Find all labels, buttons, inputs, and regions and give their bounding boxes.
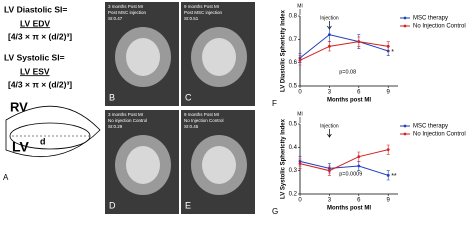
point [328,44,331,48]
series-line [299,149,389,172]
image-caption: 9 months Post MI [184,112,219,117]
injection-label: Injection [320,15,339,21]
panel-letter: G [272,207,278,216]
d-label: d [40,136,46,146]
legend-marker [403,124,407,128]
point [298,162,302,166]
p-value: p=0.08 [339,69,356,75]
rv-label: RV [10,99,28,114]
x-tick-label: 9 [387,90,391,96]
charts: 0.5 0.6 0.7 0.8 0 3 6 9 Months post MI LV Diastol… [272,3,466,216]
systolic-label: LV Systolic SI= [4,52,65,62]
series-line [299,41,389,61]
series-line [299,160,389,176]
y-tick-label: 0.8 [289,14,298,20]
point [298,58,302,62]
lv-label: LV [12,139,30,155]
significance: ** [391,173,397,180]
legend-label: MSC therapy [413,124,448,130]
point [386,148,390,152]
diastolic-label: LV Diastolic SI= [4,4,67,14]
image-caption: 3 months Post MI [108,112,143,117]
point [357,40,361,44]
panel-letter: F [272,99,277,108]
point [328,33,331,37]
image-caption: Post MSC injection [184,10,223,15]
image-caption: Post MSC injection [108,10,147,15]
point [386,44,390,48]
y-tick-label: 0.5 [289,84,298,90]
injection-arrow [327,129,332,139]
y-axis-label: LV Systolic Sphericity Index [281,118,287,199]
image-si: SI:0.29 [108,124,123,129]
systolic-num: LV ESV [20,66,50,76]
image-letter: E [185,200,191,210]
point [328,169,331,173]
figure: LV Diastolic SI= LV EDV [4/3 × π × (d/2)… [3,2,466,216]
x-axis-label: Months post MI [327,206,371,212]
image-letter: C [185,92,192,102]
legend-label: MSC therapy [413,16,448,22]
image-caption: 3 months Post MI [108,4,143,9]
x-tick-label: 9 [387,198,391,204]
systolic-den: [4/3 × π × (d/2)³] [8,79,72,89]
image-si: SI:0.47 [108,16,123,21]
image-caption: No injection Control [108,118,147,123]
image-caption: No Injection Control [184,118,224,123]
legend-marker [403,24,407,28]
y-tick-label: 0.3 [289,168,298,174]
image-si: SI:0.45 [184,124,199,129]
image-letter: D [109,200,116,210]
x-tick-label: 3 [328,198,332,204]
legend-marker [403,16,407,20]
x-tick-label: 0 [298,90,302,96]
cavity-image [126,38,160,76]
y-tick-label: 0.7 [289,37,298,43]
diastolic-den: [4/3 × π × (d/2)³] [8,31,72,41]
series-line [299,34,389,59]
y-axis-label: LV Diastolic Sphericity Index [281,9,287,92]
significance: * [391,49,394,56]
legend-label: No Injection Control [413,24,466,30]
y-tick-label: 0.2 [289,192,298,198]
legend-marker [403,132,407,136]
y-tick-label: 0.5 [289,122,298,128]
panel-letter: A [3,173,9,182]
heart-outline [5,105,101,158]
cavity-image [202,146,236,184]
cavity-image [202,38,236,76]
x-tick-label: 0 [298,198,302,204]
point [357,155,361,159]
y-tick-label: 0.4 [289,145,298,151]
x-tick-label: 3 [328,90,332,96]
point [386,173,390,177]
p-value: p=0.0009 [339,171,362,177]
y-tick-label: 0.6 [289,60,298,66]
image-letter: B [109,92,115,102]
point [357,164,361,168]
mi-label: MI [297,111,303,117]
mi-label: MI [297,3,303,9]
panel-a: LV Diastolic SI= LV EDV [4/3 × π × (d/2)… [3,4,101,182]
x-axis-label: Months post MI [327,98,371,104]
injection-label: Injection [320,123,339,129]
x-tick-label: 6 [357,90,361,96]
cavity-image [126,146,160,184]
image-si: SI:0.51 [184,16,199,21]
image-caption: 9 months Post MI [184,4,219,9]
legend-label: No Injection Control [413,132,466,138]
diastolic-num: LV EDV [20,18,50,28]
x-tick-label: 6 [357,198,361,204]
